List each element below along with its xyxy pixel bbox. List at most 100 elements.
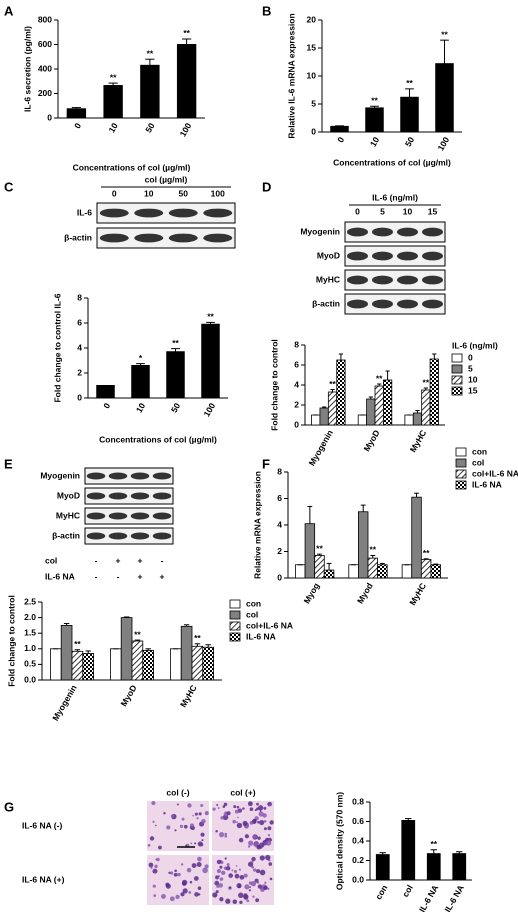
blot-band (372, 227, 393, 237)
cell (247, 801, 253, 807)
cell (238, 892, 244, 899)
cell (181, 817, 185, 821)
x-tick-label: MyoD (361, 428, 381, 453)
blot-band (372, 299, 393, 309)
legend-swatch (229, 599, 241, 609)
bar (375, 854, 390, 881)
blot-band (108, 472, 128, 480)
x-tick-label: 0 (101, 401, 112, 410)
blot-band (203, 208, 233, 218)
cell (228, 873, 234, 878)
legend-label: col+IL-6 NA (472, 468, 518, 478)
cell (187, 803, 192, 808)
bar (400, 96, 419, 133)
cell (257, 836, 261, 840)
cell (234, 809, 239, 814)
y-tick-label: 0.4 (352, 835, 364, 845)
cell (248, 840, 254, 846)
treatment-label: IL-6 NA (45, 571, 75, 581)
cell (252, 834, 257, 839)
cell (148, 862, 154, 868)
treatment-sign: + (116, 555, 121, 565)
x-tick-label: col (400, 883, 415, 899)
significance: ** (183, 28, 190, 38)
cell (179, 824, 184, 829)
lane-label: 100 (211, 188, 225, 198)
blot-band (130, 472, 150, 480)
y-tick-label: 15 (307, 42, 317, 52)
blot-band (99, 208, 129, 218)
cell (200, 803, 204, 808)
cell (259, 820, 265, 826)
y-tick-label: 1.0 (24, 643, 36, 653)
legend-swatch (229, 610, 241, 620)
bar (330, 125, 349, 133)
micrograph-row: IL-6 NA (+) (22, 874, 65, 884)
blot-band (130, 532, 150, 540)
blot-row-label: β-actin (52, 530, 80, 540)
blot-frame (84, 467, 174, 485)
cell (267, 826, 272, 831)
blot-frame (84, 487, 174, 505)
x-tick-label: Myod (355, 581, 375, 605)
treatment-label: col (45, 555, 57, 565)
y-tick-label: 4 (77, 342, 82, 352)
cell (216, 804, 219, 807)
cell (238, 868, 241, 871)
cell (219, 865, 223, 869)
bar (180, 625, 193, 681)
bar (357, 511, 369, 579)
cell (233, 869, 238, 874)
treatment-sign: - (117, 571, 120, 581)
y-tick-label: 8 (77, 292, 82, 302)
cell (241, 807, 244, 810)
cell (259, 855, 265, 861)
x-tick-label: 100 (435, 135, 451, 153)
y-tick-label: 1.5 (24, 627, 36, 637)
blot-row-label: Myogenin (40, 470, 80, 480)
cell (189, 880, 193, 884)
bar (366, 398, 376, 426)
bar (452, 853, 467, 881)
legend-label: 5 (468, 363, 473, 373)
blot-row-label: MyoD (57, 490, 80, 500)
cell (239, 874, 245, 880)
cell (165, 883, 171, 889)
y-tick-label: 0 (47, 112, 52, 122)
cell (154, 864, 158, 869)
panel-letter: A (4, 3, 14, 18)
cell (212, 807, 216, 811)
cell (181, 881, 187, 886)
cell (244, 884, 250, 890)
cell (258, 811, 264, 817)
lane-label: 10 (403, 206, 413, 216)
cell (193, 876, 199, 881)
blot-band (347, 227, 368, 237)
bar (367, 557, 379, 579)
cell (180, 892, 185, 897)
legend-label: IL-6 NA (472, 479, 502, 489)
cell (224, 832, 228, 836)
cell (237, 816, 239, 819)
legend-swatch (455, 458, 467, 468)
blot-band (108, 512, 128, 520)
x-tick-label: 100 (178, 121, 194, 139)
panel-letter: F (262, 456, 270, 471)
legend-label: 15 (468, 385, 478, 395)
cell (169, 896, 175, 902)
x-tick-label: 100 (201, 401, 217, 419)
cell (197, 841, 203, 847)
bar (420, 559, 432, 579)
cell (232, 819, 236, 824)
cell (174, 869, 177, 873)
y-axis-label: IL-6 secretion (pg/ml) (22, 26, 32, 112)
legend-swatch (451, 375, 463, 385)
cell (259, 809, 262, 812)
blot-band (397, 251, 418, 261)
legend-label: IL-6 NA (246, 631, 276, 641)
y-tick-label: 0.8 (352, 796, 364, 806)
legend-label: con (246, 598, 261, 608)
bar (110, 648, 122, 681)
bar (50, 648, 62, 681)
cell (215, 829, 218, 833)
